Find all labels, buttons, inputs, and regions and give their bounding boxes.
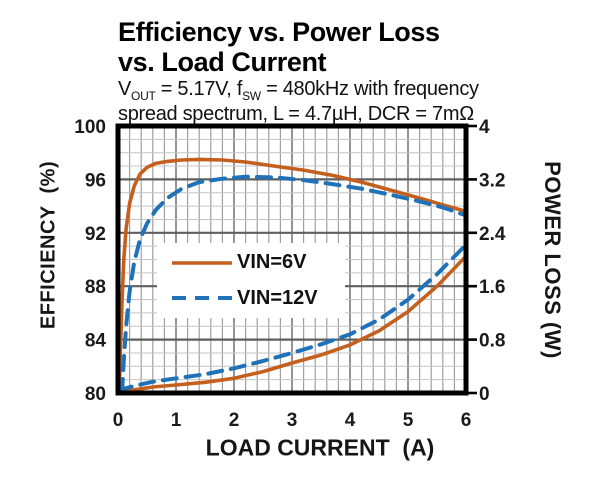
x-tick-label: 2: [229, 410, 240, 431]
legend-label-vin12v: VIN=12V: [237, 286, 318, 309]
subtitle-mid: = 5.17V, f: [155, 78, 243, 100]
y-right-tick-label: 3.2: [479, 170, 505, 191]
x-tick-label: 4: [345, 410, 356, 431]
x-tick-label: 3: [287, 410, 298, 431]
x-tick-label: 0: [113, 410, 124, 431]
chart-subtitle: VOUT = 5.17V, fSW = 480kHz with frequenc…: [118, 77, 479, 127]
plot-border: [115, 123, 469, 396]
chart-title: Efficiency vs. Power Loss vs. Load Curren…: [118, 17, 440, 77]
y-left-tick-label: 92: [85, 224, 106, 245]
y-right-tick-label: 2.4: [479, 224, 506, 245]
subtitle-v: V: [118, 78, 132, 100]
y-left-tick-label: 100: [74, 117, 106, 138]
y-right-tick-label: 4: [479, 117, 490, 138]
y-left-tick-label: 84: [85, 331, 107, 352]
chart-title-line2: vs. Load Current: [118, 47, 327, 77]
x-tick-label: 6: [461, 410, 472, 431]
legend-swatch-dashed-icon: [172, 296, 232, 301]
x-tick-label: 1: [171, 410, 182, 431]
subtitle-f-sub: SW: [242, 89, 261, 103]
subtitle-v-sub: OUT: [131, 89, 156, 103]
y-left-tick-label: 80: [85, 384, 106, 405]
legend: VIN=6V VIN=12V: [157, 243, 345, 318]
legend-item-vin12v: VIN=12V: [157, 287, 345, 310]
legend-swatch-solid-icon: [172, 260, 232, 265]
chart-title-line1: Efficiency vs. Power Loss: [118, 17, 440, 47]
curve-efficiency-vin-12v: [120, 174, 466, 393]
x-axis-label: LOAD CURRENT (A): [205, 434, 435, 461]
subtitle-line1-rest: = 480kHz with frequency: [260, 78, 479, 100]
y-right-tick-label: 0: [479, 384, 490, 405]
x-tick-label: 5: [403, 410, 414, 431]
legend-label-vin6v: VIN=6V: [237, 251, 307, 274]
legend-item-vin6v: VIN=6V: [157, 251, 345, 274]
y-left-tick-label: 96: [85, 170, 106, 191]
y-right-tick-label: 0.8: [479, 331, 505, 352]
subtitle-line2: spread spectrum, L = 4.7µH, DCR = 7mΩ: [118, 103, 474, 125]
y-left-tick-label: 88: [85, 277, 106, 298]
curve-power-loss-vin-6v: [118, 254, 466, 393]
curve-power-loss-vin-12v: [118, 242, 466, 393]
y-right-tick-label: 1.6: [479, 277, 505, 298]
curve-efficiency-vin-6v: [118, 157, 466, 393]
